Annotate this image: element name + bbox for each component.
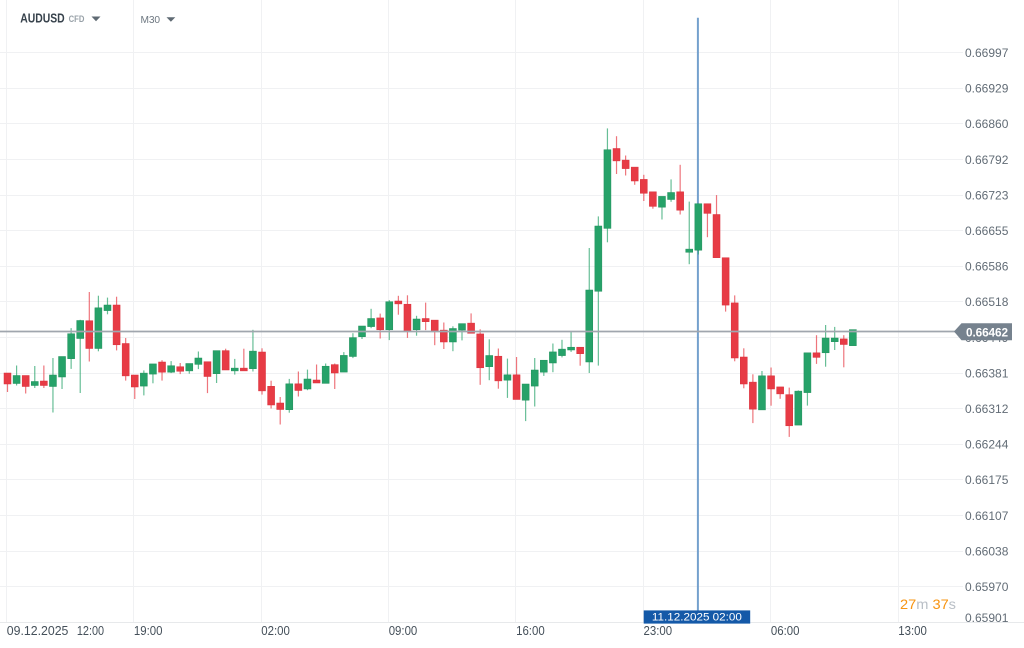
svg-text:09:00: 09:00 (389, 624, 418, 638)
svg-text:0.66860: 0.66860 (965, 117, 1009, 131)
svg-text:0.66723: 0.66723 (965, 188, 1009, 202)
svg-text:0.65970: 0.65970 (965, 580, 1009, 594)
svg-text:0.66107: 0.66107 (965, 509, 1009, 523)
svg-text:02:00: 02:00 (261, 624, 290, 638)
svg-text:0.66997: 0.66997 (965, 46, 1009, 60)
svg-text:M30: M30 (141, 15, 161, 26)
svg-text:0.66175: 0.66175 (965, 473, 1009, 487)
svg-text:0.66929: 0.66929 (965, 82, 1009, 96)
svg-text:0.65901: 0.65901 (965, 611, 1009, 625)
svg-text:0.66792: 0.66792 (965, 153, 1009, 167)
svg-text:0.66312: 0.66312 (965, 402, 1009, 416)
svg-text:11.12.2025 02:00: 11.12.2025 02:00 (652, 612, 742, 624)
svg-text:0.66244: 0.66244 (965, 438, 1009, 452)
svg-text:0.66462: 0.66462 (966, 325, 1008, 339)
svg-text:16:00: 16:00 (516, 624, 545, 638)
svg-text:06:00: 06:00 (771, 624, 800, 638)
svg-text:12:00: 12:00 (77, 624, 104, 638)
svg-text:23:00: 23:00 (644, 624, 673, 638)
svg-text:0.66586: 0.66586 (965, 260, 1009, 274)
svg-text:27m 37s: 27m 37s (900, 596, 956, 612)
svg-text:13:00: 13:00 (898, 624, 927, 638)
svg-text:0.66518: 0.66518 (965, 295, 1009, 309)
svg-text:0.66381: 0.66381 (965, 366, 1009, 380)
svg-text:19:00: 19:00 (134, 624, 163, 638)
svg-text:0.66655: 0.66655 (965, 224, 1009, 238)
svg-text:09.12.2025: 09.12.2025 (7, 624, 69, 638)
svg-text:CFD: CFD (69, 14, 85, 25)
svg-text:0.66038: 0.66038 (965, 544, 1009, 558)
svg-text:AUDUSD: AUDUSD (20, 11, 64, 25)
